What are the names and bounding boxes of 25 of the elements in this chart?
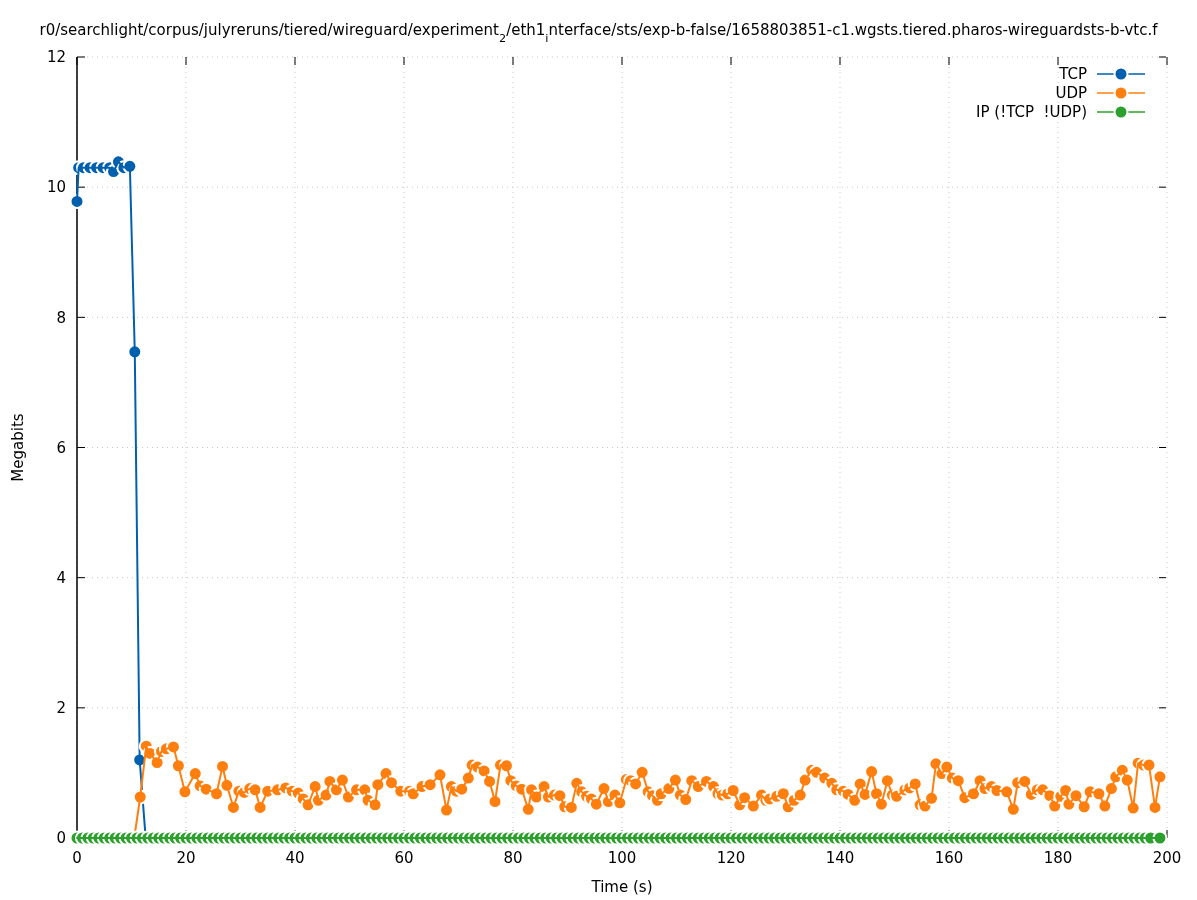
y-tick-label: 6 bbox=[56, 438, 66, 457]
y-tick-label: 12 bbox=[46, 48, 66, 67]
x-tick-label: 160 bbox=[934, 849, 964, 867]
x-tick-label: 60 bbox=[394, 849, 414, 867]
y-axis-title: Megabits bbox=[9, 413, 27, 482]
point bbox=[69, 194, 85, 209]
y-tick-label: 10 bbox=[46, 178, 66, 197]
y-tick-label: 2 bbox=[56, 699, 66, 718]
y-tick-label: 0 bbox=[56, 829, 66, 848]
y-tick-label: 8 bbox=[56, 308, 66, 327]
x-tick-label: 80 bbox=[503, 849, 523, 867]
x-tick-label: 200 bbox=[1152, 849, 1182, 867]
x-tick-label: 180 bbox=[1043, 849, 1073, 867]
x-tick-label: 0 bbox=[72, 849, 82, 867]
x-axis-title: Time (s) bbox=[590, 878, 653, 896]
legend-label: UDP bbox=[1055, 84, 1087, 103]
x-tick-label: 20 bbox=[176, 849, 196, 867]
x-tick-label: 100 bbox=[607, 849, 637, 867]
x-tick-label: 120 bbox=[716, 849, 746, 867]
x-tick-label: 40 bbox=[285, 849, 305, 867]
chart-title: r0/searchlight/corpus/julyreruns/tiered/wireguard/experiment$_{2}$/eth1$_{i}$nterface/sts/exp-b-false/1658803851-c1.wgsts.tiered.pharos-wireguardsts-b-vtc.f bbox=[39, 21, 1159, 45]
y-tick-label: 4 bbox=[56, 568, 66, 587]
legend-label: IP (!TCP !UDP) bbox=[976, 103, 1087, 122]
legend-label: TCP bbox=[1058, 65, 1087, 84]
x-tick-label: 140 bbox=[825, 849, 855, 867]
